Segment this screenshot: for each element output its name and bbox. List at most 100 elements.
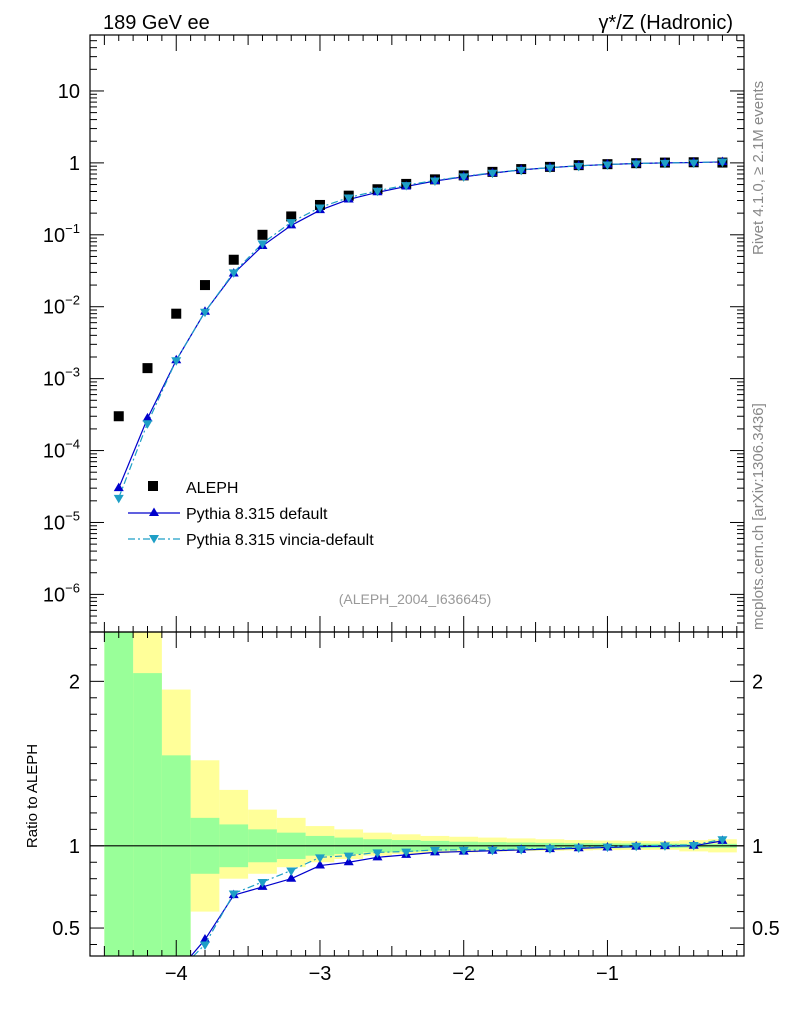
main-ytick-label: 10−2 — [43, 293, 80, 319]
legend-default-marker — [149, 507, 159, 516]
default-point — [142, 412, 153, 422]
chart-title: 189 GeV ee — [103, 12, 210, 34]
main-ytick-label: 10−5 — [43, 508, 80, 534]
ratio-default-point — [286, 873, 297, 882]
vincia-point — [372, 187, 383, 197]
source-label: mcplots.cern.ch [arXiv:1306.3436] — [750, 403, 767, 630]
main-series — [113, 156, 728, 504]
vincia-point — [257, 240, 268, 249]
aleph-point — [142, 363, 153, 374]
vincia-point — [401, 182, 412, 191]
default-point — [113, 482, 124, 492]
ratio-vincia-point — [544, 845, 555, 854]
chart-subtitle: γ*/Z (Hadronic) — [599, 12, 733, 34]
vincia-point — [688, 159, 699, 169]
ratio-ytick-label-left: 2 — [69, 671, 80, 693]
band-stat — [161, 755, 191, 956]
vincia-point — [429, 177, 440, 186]
ratio-vincia-point — [487, 846, 498, 856]
series-line-1 — [118, 161, 723, 489]
ratio-ytick-label-right: 0.5 — [752, 918, 780, 940]
ratio-vincia-point — [314, 854, 325, 863]
aleph-point — [228, 254, 239, 265]
ratio-ytick-label-left: 0.5 — [52, 918, 80, 940]
ratio-line-0 — [190, 840, 723, 957]
vincia-point — [602, 161, 613, 170]
vincia-point — [659, 159, 670, 169]
main-ytick-labels: 10−6 10−5 10−4 10−3 10−2 10−1 1 10 — [43, 81, 80, 606]
vincia-point — [544, 164, 555, 174]
vincia-point — [199, 308, 210, 318]
aleph-point — [113, 411, 124, 422]
main-axis-ticks — [89, 34, 744, 633]
ratio-vincia-point — [602, 843, 613, 853]
aleph-point — [171, 308, 182, 319]
ratio-default-point — [314, 860, 325, 869]
ratio-ytick-label-right: 2 — [752, 671, 763, 693]
ratio-bands — [90, 632, 744, 956]
aleph-point — [257, 229, 268, 240]
vincia-point — [717, 158, 728, 168]
ratio-frame — [89, 631, 745, 957]
legend-default-label: Pythia 8.315 default — [186, 506, 328, 523]
vincia-point — [142, 420, 153, 429]
ratio-vincia-point — [199, 941, 210, 950]
ratio-vincia-point — [659, 842, 670, 851]
ratio-vincia-point — [401, 848, 412, 858]
ratio-default-point — [199, 934, 210, 943]
ratio-ytick-labels: 0.5 0.5 1 1 2 2 — [52, 671, 780, 940]
ratio-ylabel: Ratio to ALEPH — [24, 744, 41, 848]
vincia-point — [516, 166, 527, 176]
ratio-vincia-point — [573, 844, 584, 853]
ratio-vincia-point — [257, 878, 268, 888]
ratio-vincia-point — [717, 836, 728, 845]
legend-vincia-marker — [149, 535, 159, 544]
ratio-ytick-label-right: 1 — [752, 836, 763, 858]
xtick-label: −4 — [165, 963, 188, 985]
rivet-version-label: Rivet 4.1.0, ≥ 2.1M events — [750, 81, 767, 255]
band-stat — [104, 632, 134, 956]
vincia-point — [113, 494, 124, 504]
xtick-label: −2 — [452, 963, 475, 985]
vincia-point — [228, 269, 239, 278]
vincia-point — [487, 169, 498, 179]
ratio-vincia-point — [631, 842, 642, 852]
vincia-point — [314, 204, 325, 213]
vincia-point — [286, 219, 297, 228]
ratio-vincia-point — [372, 849, 383, 858]
series-line-2 — [118, 161, 723, 499]
ratio-ytick-label-left: 1 — [69, 836, 80, 858]
vincia-point — [343, 194, 354, 204]
legend-vincia-label: Pythia 8.315 vincia-default — [186, 532, 374, 549]
ratio-vincia-point — [343, 852, 354, 862]
ratio-line-1 — [193, 838, 723, 957]
ratio-vincia-point — [458, 846, 469, 856]
analysis-watermark: (ALEPH_2004_I636645) — [339, 591, 492, 607]
xtick-label: −3 — [309, 963, 332, 985]
ratio-vincia-point — [228, 890, 239, 900]
ratio-vincia-point — [516, 846, 527, 855]
aleph-point — [199, 280, 210, 291]
band-stat — [133, 673, 162, 956]
main-ytick-label: 10−1 — [43, 221, 80, 247]
main-ytick-label: 1 — [69, 153, 80, 175]
vincia-point — [631, 160, 642, 170]
vincia-point — [573, 162, 584, 172]
legend: ALEPH Pythia 8.315 default Pythia 8.315 … — [128, 480, 374, 549]
ratio-vincia-point — [286, 867, 297, 876]
xtick-label: −1 — [596, 963, 619, 985]
main-ytick-label: 10−6 — [43, 580, 80, 606]
ratio-series — [190, 835, 728, 957]
vincia-point — [171, 357, 182, 366]
legend-aleph-label: ALEPH — [186, 480, 238, 497]
aleph-point — [286, 211, 297, 222]
ratio-vincia-point — [429, 846, 440, 856]
legend-aleph-marker — [148, 481, 158, 491]
main-ytick-label: 10−3 — [43, 365, 80, 391]
ratio-vincia-point — [688, 841, 699, 851]
vincia-point — [458, 173, 469, 182]
main-ytick-label: 10 — [58, 81, 80, 103]
xtick-labels: −4 −3 −2 −1 — [165, 963, 619, 985]
main-ytick-label: 10−4 — [43, 437, 80, 463]
